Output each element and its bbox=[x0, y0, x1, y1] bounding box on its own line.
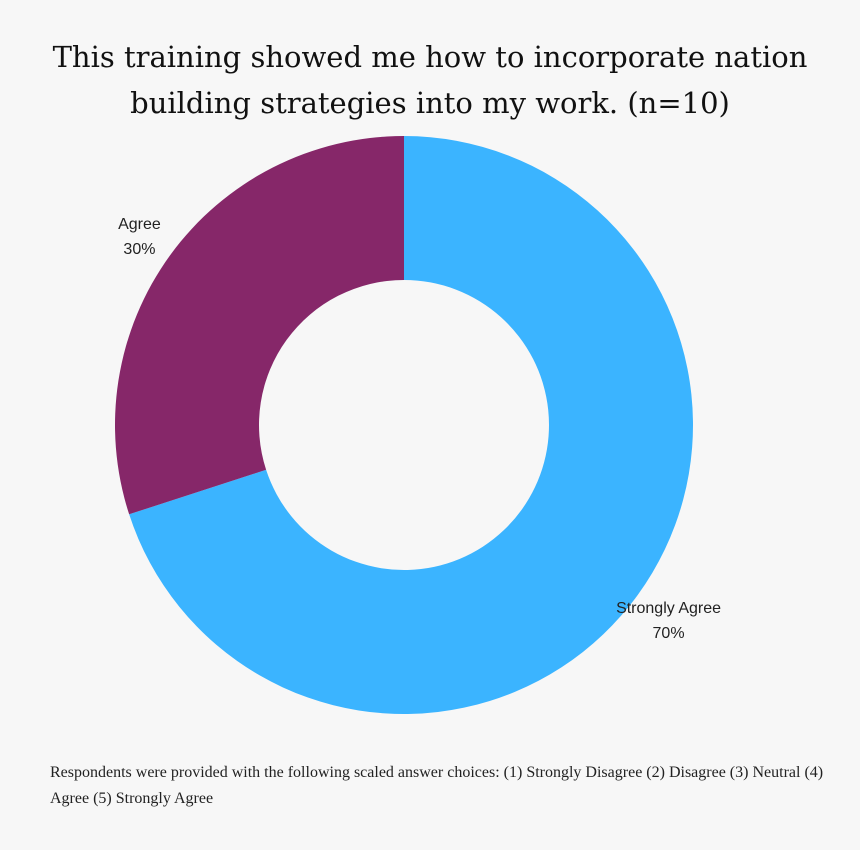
slice-labels: Strongly Agree 70% Agree 30% bbox=[118, 216, 721, 642]
slice-label-name: Strongly Agree bbox=[616, 600, 721, 617]
slice-agree bbox=[114, 136, 404, 515]
slice-label-value: 70% bbox=[653, 625, 685, 642]
donut-slices bbox=[114, 136, 693, 714]
chart-title: This training showed me how to incorpora… bbox=[52, 40, 808, 120]
slice-label-value: 30% bbox=[123, 241, 155, 258]
slice-strongly-agree bbox=[129, 136, 693, 714]
slice-label-name: Agree bbox=[118, 216, 161, 233]
footnote: Respondents were provided with the follo… bbox=[50, 764, 824, 807]
